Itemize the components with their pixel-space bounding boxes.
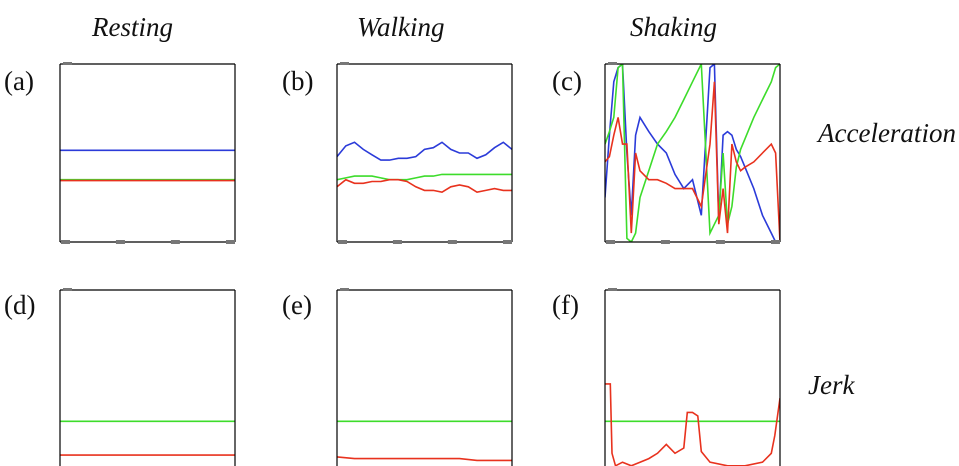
bottom-tick: [771, 240, 780, 244]
panel-label-f: (f): [552, 290, 579, 320]
column-title-shaking: Shaking: [630, 12, 717, 42]
bottom-tick: [115, 240, 125, 244]
chart-panel-5: [336, 288, 513, 466]
panel-label-c: (c): [552, 66, 582, 96]
column-title-walking: Walking: [357, 12, 445, 42]
chart-panel-2: [336, 62, 513, 244]
plot-area: [60, 149, 235, 182]
bottom-tick: [447, 240, 457, 244]
series-line-blue: [605, 64, 780, 242]
panel-label-a: (a): [4, 66, 34, 96]
panel-label-e: (e): [282, 290, 312, 320]
plot-area: [605, 64, 780, 242]
row-title-jerk: Jerk: [808, 370, 855, 400]
column-title-resting: Resting: [92, 12, 173, 42]
top-tick: [63, 288, 72, 291]
row-title-acceleration: Acceleration: [818, 118, 956, 148]
bottom-tick: [338, 240, 347, 244]
bottom-tick: [660, 240, 670, 244]
top-tick: [608, 62, 617, 65]
panel-label-b: (b): [282, 66, 314, 96]
chart-panel-4: [59, 288, 236, 466]
series-line-red: [605, 81, 780, 242]
plot-area: [337, 420, 512, 462]
chart-panel-6: [604, 288, 781, 466]
series-line-red: [337, 178, 512, 194]
panel-label-d: (d): [4, 290, 36, 320]
series-line-blue: [337, 141, 512, 161]
bottom-tick: [392, 240, 402, 244]
series-line-green: [337, 173, 512, 181]
plot-area: [337, 141, 512, 194]
series-line-red: [605, 383, 780, 466]
bottom-tick: [61, 240, 70, 244]
plot-area: [60, 420, 235, 456]
top-tick: [608, 288, 617, 291]
top-tick: [340, 62, 349, 65]
plot-area: [605, 383, 780, 466]
chart-panel-1: [59, 62, 236, 244]
bottom-tick: [606, 240, 615, 244]
top-tick: [63, 62, 72, 65]
bottom-tick: [226, 240, 235, 244]
series-line-red: [337, 456, 512, 462]
series-line-green: [605, 64, 780, 242]
chart-panel-3: [604, 62, 781, 244]
bottom-tick: [715, 240, 725, 244]
bottom-tick: [170, 240, 180, 244]
top-tick: [340, 288, 349, 291]
bottom-tick: [503, 240, 512, 244]
